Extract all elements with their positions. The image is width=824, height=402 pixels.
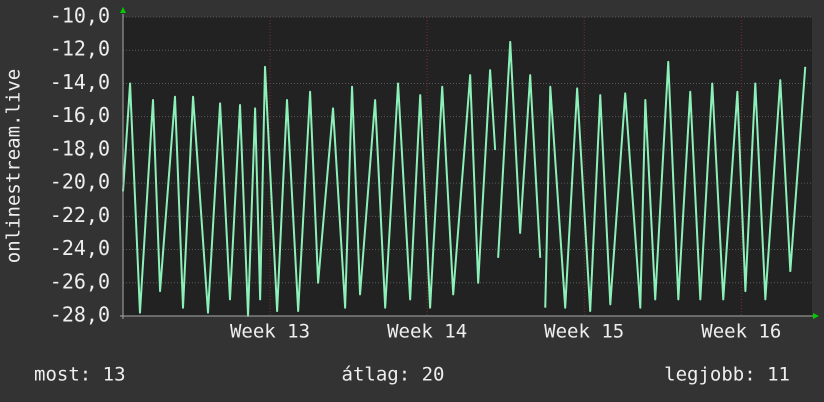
y-tick-label: -16,0: [50, 103, 110, 127]
y-tick-label: -24,0: [50, 236, 110, 260]
y-tick-label: -26,0: [50, 269, 110, 293]
y-tick-label: -12,0: [50, 37, 110, 61]
y-tick-label: -18,0: [50, 136, 110, 160]
footer-text: most: 13: [34, 364, 126, 386]
y-axis-label: onlinestream.live: [3, 69, 25, 263]
y-tick-label: -20,0: [50, 170, 110, 194]
data-line: [122, 40, 807, 317]
x-tick-label: Week 13: [230, 321, 310, 343]
footer-text: átlag: 20: [342, 364, 445, 386]
y-tick-label: -14,0: [50, 70, 110, 94]
plot: [122, 40, 807, 317]
x-tick-label: Week 14: [387, 321, 467, 343]
axis-arrow: [813, 313, 819, 319]
y-tick-label: -10,0: [50, 4, 110, 28]
footer-text: legjobb: 11: [664, 364, 790, 386]
y-tick-label: -28,0: [50, 303, 110, 327]
axis-arrow: [120, 7, 126, 13]
y-tick-label: -22,0: [50, 203, 110, 227]
x-tick-label: Week 15: [544, 321, 624, 343]
x-tick-label: Week 16: [701, 321, 781, 343]
